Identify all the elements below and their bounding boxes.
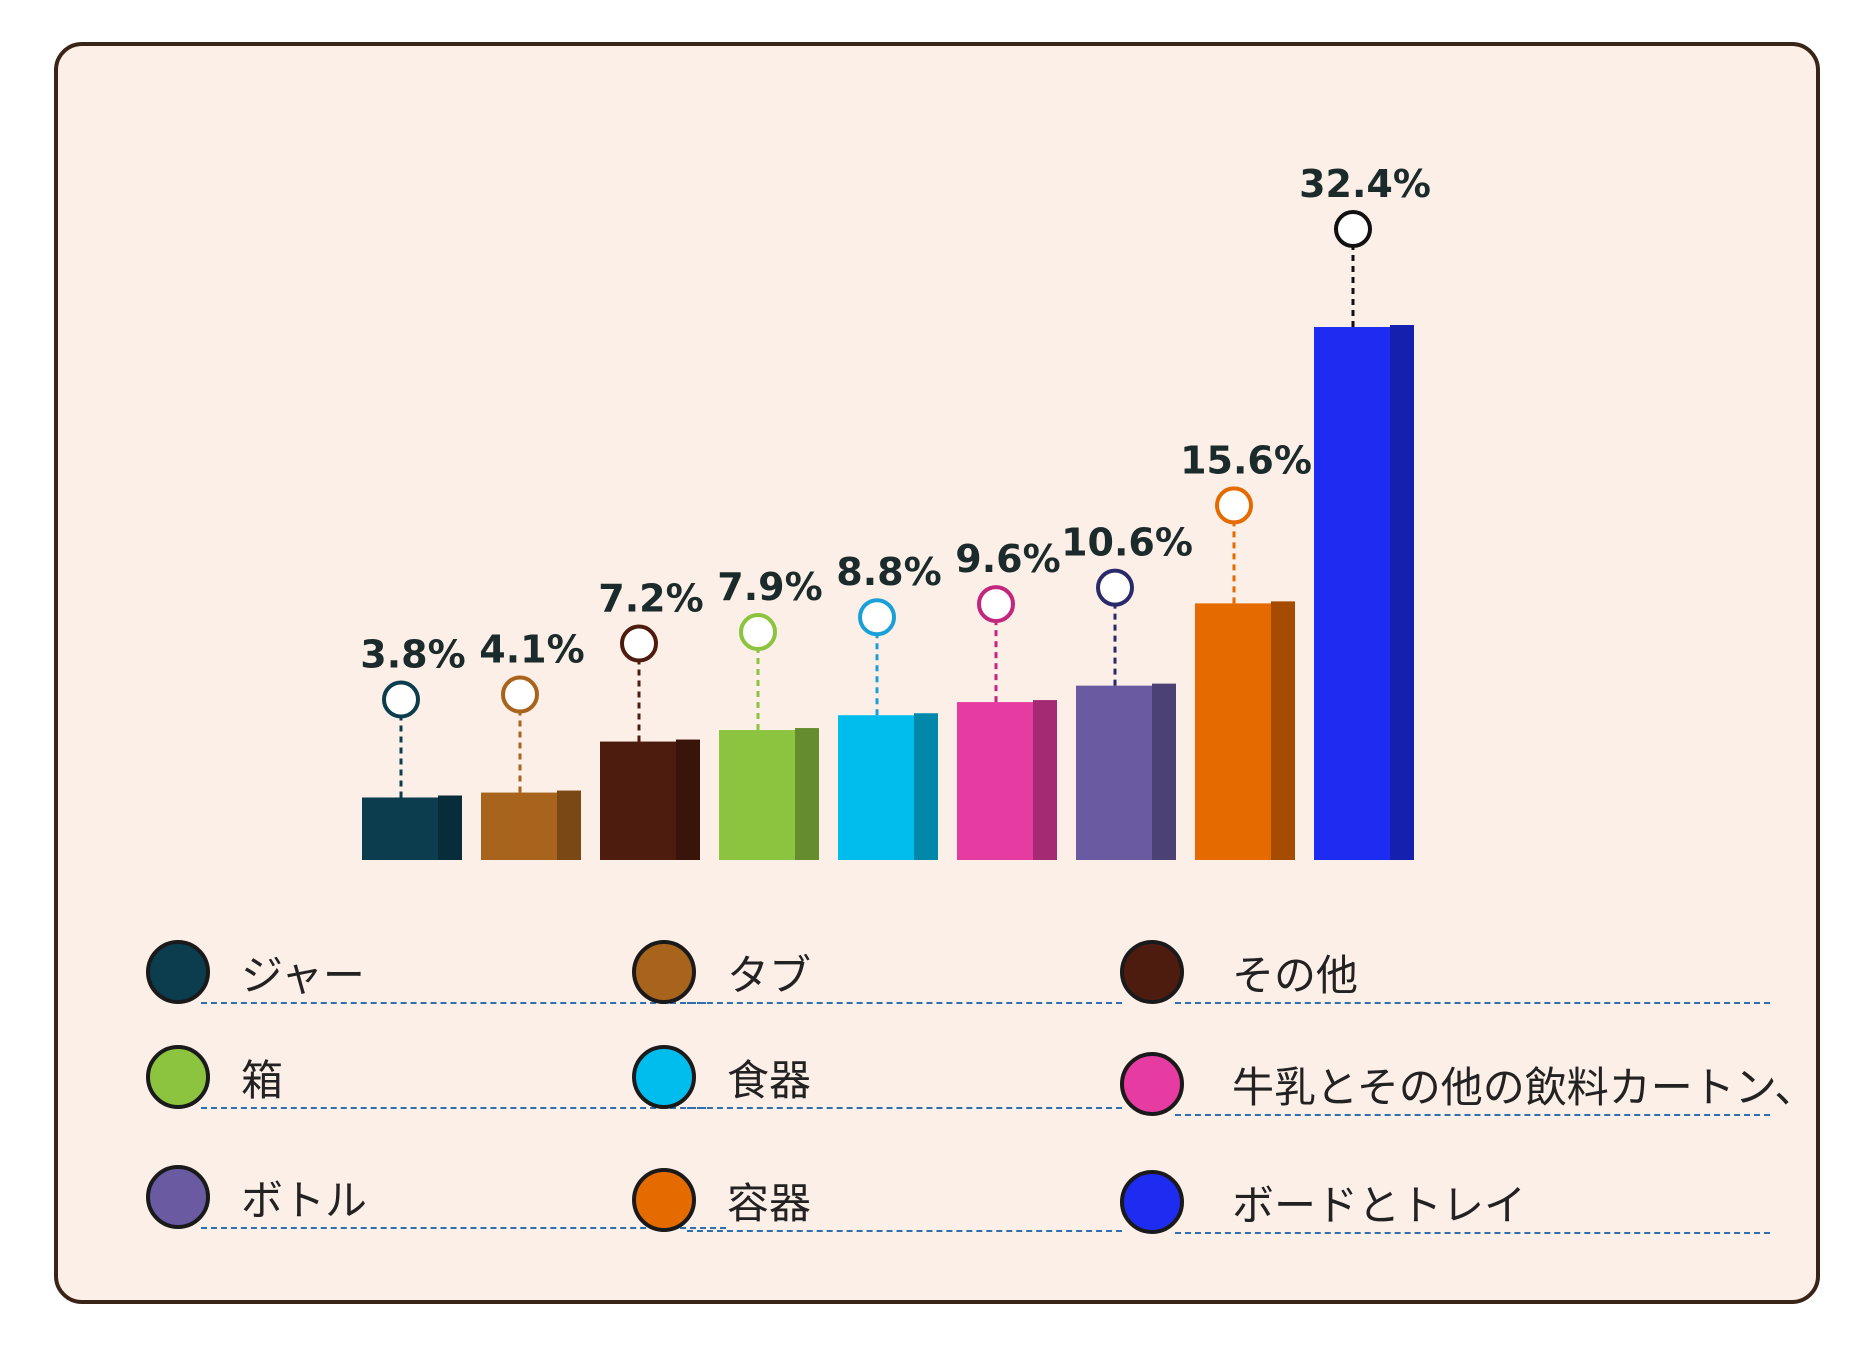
bar-side xyxy=(914,713,938,860)
legend-underline xyxy=(1175,1002,1770,1004)
bar-front xyxy=(1195,603,1273,860)
legend-swatch xyxy=(632,1168,696,1232)
value-label: 7.9% xyxy=(717,565,822,609)
value-label: 15.6% xyxy=(1180,438,1312,482)
value-marker xyxy=(620,624,658,663)
bar-front xyxy=(600,741,678,860)
legend-label: 牛乳とその他の飲料カートン、 xyxy=(1232,1063,1817,1112)
bar-side xyxy=(1033,700,1057,860)
bar-front xyxy=(719,730,797,860)
value-label: 4.1% xyxy=(479,628,584,672)
legend-swatch xyxy=(146,1045,210,1109)
legend-swatch xyxy=(1120,1170,1184,1234)
legend-underline xyxy=(687,1107,1122,1109)
legend-swatch xyxy=(146,940,210,1004)
value-label: 7.2% xyxy=(598,577,703,621)
legend-label: 食器 xyxy=(727,1056,812,1105)
legend-swatch xyxy=(632,1045,696,1109)
legend-label: タブ xyxy=(727,951,812,1000)
legend-label: ボトル xyxy=(241,1176,368,1225)
legend-underline xyxy=(687,1230,1122,1232)
bar-side xyxy=(557,790,581,860)
legend-swatch xyxy=(632,940,696,1004)
value-label: 3.8% xyxy=(360,632,465,676)
bar-front xyxy=(838,715,916,860)
bar-front xyxy=(957,702,1035,860)
value-marker xyxy=(858,598,896,637)
bar-front xyxy=(481,792,559,860)
legend-label: 箱 xyxy=(241,1056,284,1105)
bar-front xyxy=(1314,327,1392,860)
legend-underline xyxy=(201,1227,726,1229)
bar-side xyxy=(676,739,700,860)
legend-underline xyxy=(687,1002,1122,1004)
value-label: 32.4% xyxy=(1299,162,1431,206)
bar-side xyxy=(795,728,819,860)
legend-underline xyxy=(201,1002,706,1004)
legend-swatch xyxy=(1120,1052,1184,1116)
value-label: 8.8% xyxy=(836,550,941,594)
value-marker xyxy=(1096,568,1134,607)
bar-side xyxy=(438,795,462,860)
bar-side xyxy=(1390,325,1414,860)
bar-front xyxy=(362,797,440,860)
value-label: 10.6% xyxy=(1061,521,1193,565)
bar-side xyxy=(1152,683,1176,860)
value-marker xyxy=(739,613,777,652)
legend-underline xyxy=(201,1107,706,1109)
value-marker xyxy=(1215,486,1253,525)
legend-label: ジャー xyxy=(241,951,365,1000)
legend-label: ボードとトレイ xyxy=(1232,1181,1527,1230)
legend-underline xyxy=(1175,1114,1770,1116)
value-marker xyxy=(977,585,1015,624)
bar-front xyxy=(1076,685,1154,860)
legend-label: その他 xyxy=(1232,951,1359,1000)
value-marker xyxy=(382,680,420,719)
legend-label: 容器 xyxy=(727,1179,812,1228)
legend-swatch xyxy=(146,1165,210,1229)
chart-panel xyxy=(54,42,1820,1304)
bar-side xyxy=(1271,601,1295,860)
value-marker xyxy=(1334,210,1372,249)
legend-underline xyxy=(1175,1232,1770,1234)
legend-swatch xyxy=(1120,940,1184,1004)
value-marker xyxy=(501,675,539,714)
value-label: 9.6% xyxy=(955,537,1060,581)
